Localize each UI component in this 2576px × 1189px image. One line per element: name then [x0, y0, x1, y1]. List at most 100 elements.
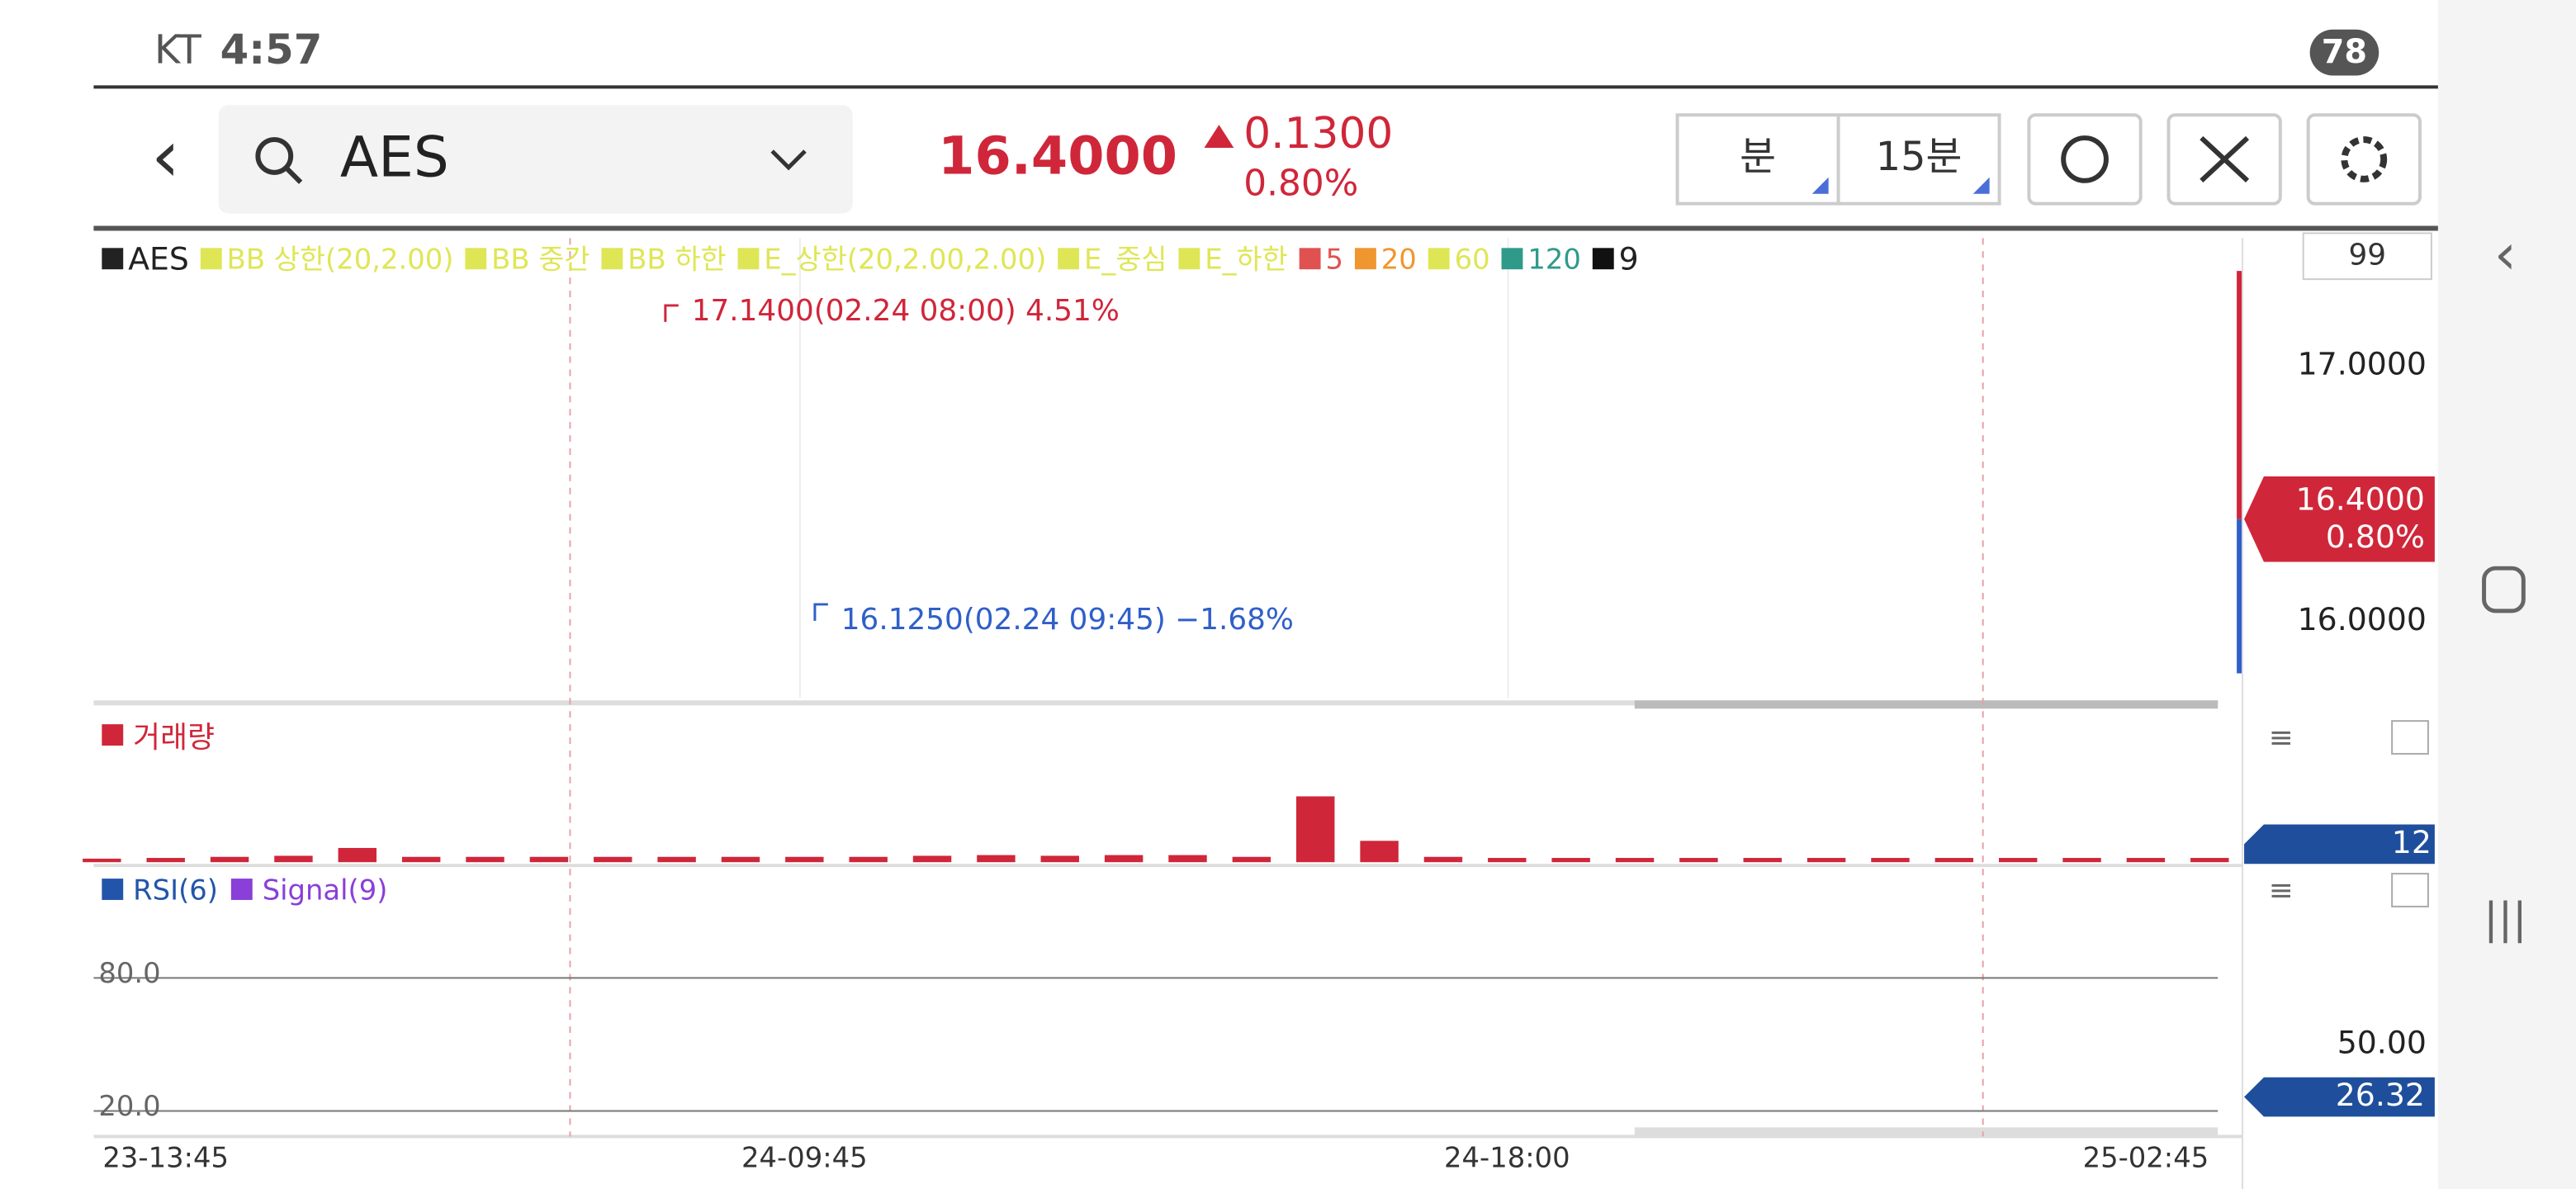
annotation-low: 16.1250(02.24 09:45) −1.68%: [841, 603, 1294, 637]
legend-label: BB 하한: [627, 244, 726, 276]
panel-close[interactable]: [2391, 873, 2429, 907]
volume-bar: [146, 858, 185, 863]
legend-swatch: [1501, 248, 1523, 270]
annotation-high: 17.1400(02.24 08:00) 4.51%: [692, 294, 1120, 328]
volume-bar: [529, 856, 569, 863]
dropdown-icon[interactable]: [770, 149, 807, 171]
volume-bar: [83, 858, 121, 863]
period-unit[interactable]: 분: [1740, 135, 1776, 180]
search-box[interactable]: [218, 105, 853, 214]
volume-bar: [2126, 858, 2166, 863]
volume-bar: [401, 856, 441, 863]
nav-home[interactable]: [2482, 566, 2526, 613]
change: 0.1300: [1243, 109, 1393, 159]
volume-bar: [1615, 858, 1655, 863]
legend-swatch: [1299, 248, 1321, 270]
axis-box-label: 99: [2349, 238, 2387, 272]
legend-label: E_중심: [1084, 244, 1167, 276]
volume-bar: [2062, 858, 2101, 863]
volume-bar: [1743, 858, 1782, 863]
volume-bar: [2190, 858, 2229, 863]
interval[interactable]: 15분: [1876, 135, 1963, 180]
value-badge-label: 12: [2392, 824, 2432, 860]
y-tick-label: 20.0: [98, 1090, 160, 1122]
legend-swatch: [1428, 248, 1450, 270]
volume-bar: [1296, 796, 1335, 863]
price-badge: [2244, 476, 2435, 562]
y-tick-label: 16.0000: [2298, 601, 2427, 637]
legend-swatch: [1354, 248, 1376, 270]
y2-tick-label: 50.00: [2337, 1024, 2427, 1060]
volume-bar: [1104, 855, 1144, 863]
battery: [2309, 29, 2379, 76]
y-tick-label: 17.0000: [2298, 346, 2427, 382]
volume-bar: [1679, 858, 1718, 863]
up-arrow: [1204, 125, 1234, 149]
volume-bar: [466, 856, 504, 863]
legend-label: 120: [1527, 244, 1581, 276]
legend-swatch: [1592, 248, 1614, 270]
volume-bar: [594, 856, 632, 863]
change-pct: 0.80%: [1243, 163, 1358, 205]
legend-swatch: [102, 724, 124, 746]
nav-recents[interactable]: |||: [2484, 894, 2526, 944]
legend-swatch: [601, 248, 623, 270]
x-tick-label: 23-13:45: [102, 1142, 229, 1174]
search-icon: [284, 165, 303, 184]
draw-icon: [2200, 135, 2250, 182]
legend-label: RSI(6): [133, 874, 218, 907]
volume-bar: [1551, 858, 1590, 863]
legend-label: 60: [1455, 244, 1490, 276]
crosshair-icon: [2061, 135, 2109, 183]
price-badge-label: 16.4000: [2296, 481, 2425, 517]
y-tick-label: 80.0: [98, 957, 160, 989]
x-tick-label: 24-09:45: [741, 1142, 868, 1174]
carrier: KT: [154, 28, 202, 73]
volume-bar: [721, 856, 760, 863]
value-badge-label: 26.32: [2336, 1077, 2425, 1113]
volume-bar: [338, 847, 377, 863]
volume-bar: [1423, 856, 1463, 863]
legend-label: 20: [1381, 244, 1417, 276]
x-tick-label: 24-18:00: [1444, 1142, 1570, 1174]
volume-bar: [1232, 856, 1271, 863]
battery-level: 78: [2322, 33, 2367, 71]
legend-swatch: [1178, 248, 1200, 270]
legend-swatch: [200, 248, 222, 270]
volume-bar: [1807, 858, 1846, 863]
search-icon: [255, 137, 294, 175]
legend-swatch: [465, 248, 487, 270]
legend-label: 5: [1326, 244, 1344, 276]
legend-label: E_하한: [1205, 244, 1287, 276]
volume-bar: [274, 855, 313, 863]
panel-menu[interactable]: ≡: [2269, 721, 2294, 755]
back-button[interactable]: ‹: [151, 114, 180, 198]
legend-label: E_상한(20,2.00,2.00): [764, 244, 1046, 276]
nav-bar: [2437, 0, 2576, 1189]
volume-bar: [1488, 858, 1527, 863]
panel-close[interactable]: [2391, 720, 2429, 755]
panel-menu[interactable]: ≡: [2269, 874, 2294, 907]
legend-label: BB 중간: [491, 244, 590, 276]
annotation-arrow: [664, 304, 679, 322]
settings-icon: [2341, 136, 2388, 182]
value-badge: [2244, 824, 2435, 865]
legend-swatch: [102, 879, 124, 900]
annotation-arrow: [813, 603, 828, 621]
nav-back[interactable]: ‹: [2494, 221, 2517, 287]
legend-label: 9: [1619, 241, 1639, 277]
volume-bar: [1998, 858, 2038, 863]
volume-bar: [1871, 858, 1910, 863]
settings-button[interactable]: [2306, 113, 2422, 206]
volume-bar: [912, 855, 952, 863]
crosshair-button[interactable]: [2027, 113, 2143, 206]
legend-swatch: [1058, 248, 1080, 270]
volume-bar: [1040, 855, 1079, 863]
legend-label: Signal(9): [263, 874, 388, 907]
clock: 4:57: [220, 26, 323, 73]
legend-label: AES: [128, 241, 189, 277]
price-badge-change: 0.80%: [2326, 519, 2425, 555]
axis-box: [2302, 232, 2432, 281]
